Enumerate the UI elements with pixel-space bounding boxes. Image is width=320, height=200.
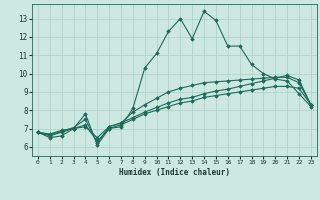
X-axis label: Humidex (Indice chaleur): Humidex (Indice chaleur) bbox=[119, 168, 230, 177]
